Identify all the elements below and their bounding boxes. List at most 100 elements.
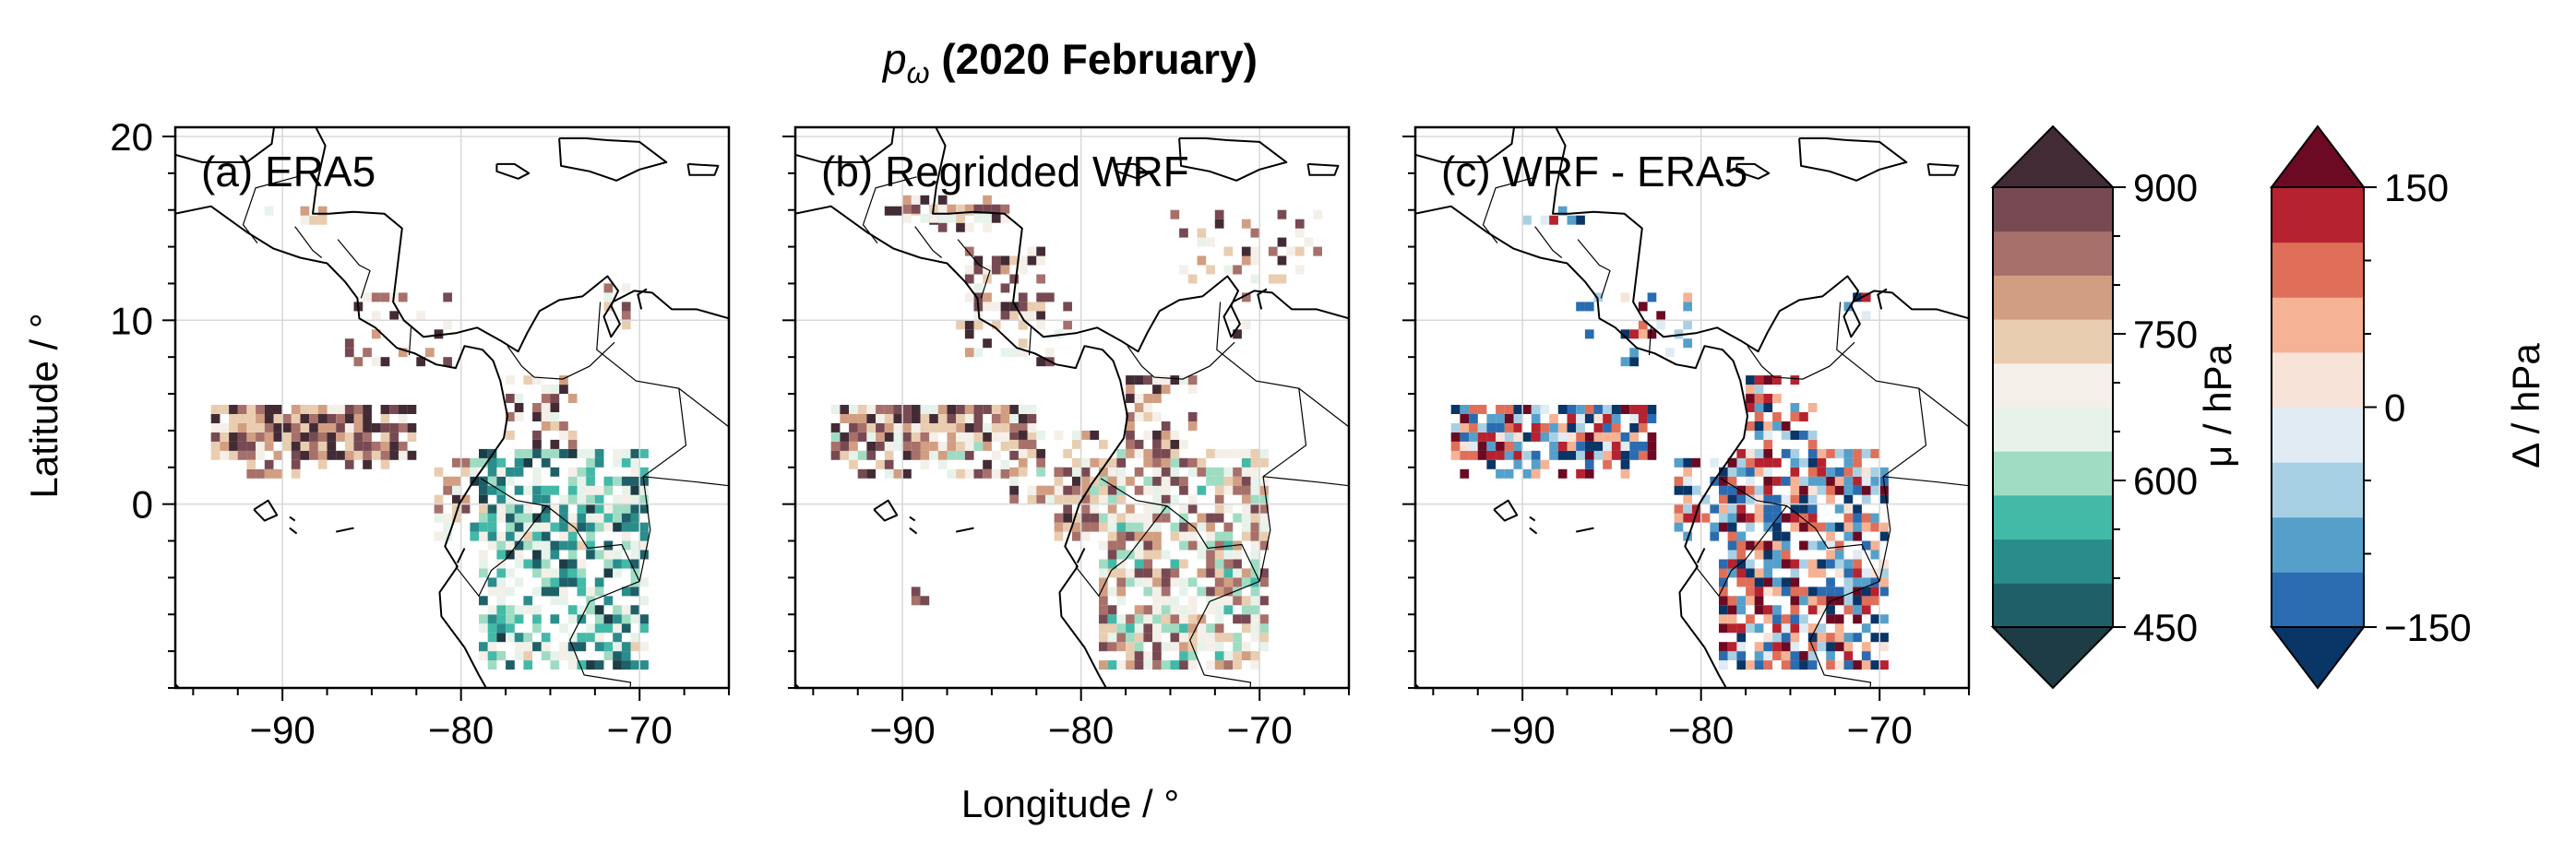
panel-a-cell bbox=[586, 623, 595, 634]
panel-c-cell bbox=[1879, 531, 1889, 541]
panel-c-cell bbox=[1620, 329, 1630, 339]
coastline bbox=[1415, 205, 1748, 688]
panel-b-cell bbox=[1206, 476, 1215, 486]
panel-c-cell bbox=[1763, 394, 1773, 403]
panel-b-cell bbox=[849, 459, 858, 469]
panel-a-cell bbox=[344, 450, 354, 460]
panel-c-cell bbox=[1692, 504, 1701, 514]
panel-a-cell bbox=[514, 651, 524, 661]
panel-c-ticks: −90 −80 −70 bbox=[1402, 135, 1970, 752]
panel-b-cell bbox=[1134, 623, 1144, 634]
panel-a-cell bbox=[532, 568, 542, 578]
panel-c-cell bbox=[1807, 485, 1818, 495]
panel-b-cell bbox=[1126, 623, 1135, 634]
panel-b-cell bbox=[947, 414, 957, 423]
coastline bbox=[1575, 527, 1594, 533]
colorbar-delta-extend-max bbox=[2269, 124, 2367, 188]
panel-b-cell bbox=[1187, 274, 1198, 284]
panel-b-cell bbox=[1223, 633, 1234, 643]
panel-b-cell bbox=[1036, 292, 1045, 302]
panel-b-cell bbox=[1134, 522, 1144, 532]
title-rest: (2020 February) bbox=[930, 35, 1258, 83]
panel-b-cell bbox=[920, 596, 930, 606]
panel-a-cell bbox=[434, 329, 444, 339]
panel-c-cell bbox=[1754, 494, 1764, 504]
panel-c-cell bbox=[1754, 568, 1764, 578]
panel-c-cell bbox=[1611, 405, 1621, 414]
panel-b-cell bbox=[1161, 513, 1171, 523]
panel-c-cell bbox=[1826, 494, 1835, 504]
panel-c-cell bbox=[1611, 414, 1621, 423]
panel-c-cell bbox=[1772, 550, 1782, 560]
panel-b-cell bbox=[929, 414, 938, 423]
panel-c-cell bbox=[1826, 651, 1835, 661]
panel-b-cell bbox=[1063, 302, 1072, 312]
panel-b-cell bbox=[1277, 209, 1287, 219]
panel-a-cell bbox=[577, 494, 587, 504]
panel-c-cell bbox=[1629, 422, 1639, 432]
panel-a-cell bbox=[541, 513, 551, 523]
panel-c-cell bbox=[1647, 329, 1657, 339]
panel-a-cell bbox=[586, 633, 595, 643]
panel-a-cell bbox=[434, 513, 444, 523]
panel-b-cell bbox=[1107, 614, 1117, 624]
panel-c-cell bbox=[1584, 414, 1594, 423]
panel-b-cell bbox=[1027, 422, 1037, 432]
panel-c-cell bbox=[1853, 614, 1862, 624]
panel-c-cell bbox=[1746, 660, 1755, 670]
panel-a-cell bbox=[246, 450, 256, 460]
panel-a-cell bbox=[380, 422, 390, 432]
panel-b-cell bbox=[1018, 311, 1028, 321]
country-border bbox=[862, 176, 917, 243]
panel-b-cell bbox=[857, 468, 867, 479]
panel-b-cell bbox=[1018, 450, 1028, 460]
panel-c-cell bbox=[1790, 485, 1800, 495]
panel-c-cell bbox=[1853, 660, 1862, 670]
panel-a-cell bbox=[344, 348, 354, 358]
panel-c-cell bbox=[1496, 468, 1505, 479]
panel-c-cell bbox=[1611, 432, 1621, 442]
panel-b-cell bbox=[830, 441, 841, 451]
panel-a-cell bbox=[506, 394, 515, 403]
country-border bbox=[957, 239, 991, 299]
panel-a-cell bbox=[452, 485, 461, 495]
panel-b-cell bbox=[947, 468, 957, 479]
panel-a-cell bbox=[603, 485, 614, 495]
panel-b-cell bbox=[973, 441, 984, 451]
panel-b-cell bbox=[1187, 375, 1198, 385]
panel-b-cell bbox=[1054, 531, 1064, 541]
panel-c-cell bbox=[1853, 467, 1862, 477]
panel-a-grid bbox=[175, 127, 729, 688]
panel-c-cell bbox=[1763, 476, 1773, 486]
panel-a-cell bbox=[487, 476, 497, 486]
panel-a-cell bbox=[229, 450, 238, 460]
panel-c-cell bbox=[1504, 441, 1514, 451]
panel-a-cell bbox=[586, 467, 595, 477]
panel-b-cell bbox=[1143, 614, 1153, 624]
panel-a-cell bbox=[327, 405, 337, 414]
panel-c-cell bbox=[1861, 494, 1871, 504]
panel-a-cell bbox=[532, 522, 542, 532]
panel-a-cell bbox=[559, 513, 568, 523]
panel-c-cell bbox=[1843, 596, 1854, 606]
panel-a-cell bbox=[567, 476, 578, 486]
panel-c-cell bbox=[1763, 485, 1773, 495]
panel-a-cell bbox=[363, 432, 372, 442]
panel-a-cell bbox=[559, 540, 568, 551]
panel-b-cell bbox=[920, 414, 930, 423]
panel-b-cell bbox=[849, 432, 858, 442]
panel-c-cell bbox=[1799, 430, 1808, 440]
panel-a-cell bbox=[594, 485, 604, 495]
panel-a-cell bbox=[532, 559, 542, 569]
panel-b-cell bbox=[884, 459, 894, 469]
panel-a-cell bbox=[479, 623, 488, 634]
panel-c-cell bbox=[1584, 441, 1594, 451]
panel-c-cell bbox=[1772, 633, 1782, 643]
panel-c-cell bbox=[1504, 422, 1514, 432]
coastline bbox=[1178, 137, 1288, 182]
panel-a-cell bbox=[621, 660, 631, 670]
panel-b-cell bbox=[1250, 467, 1260, 477]
panel-a-cell bbox=[550, 540, 560, 551]
panel-b-cell bbox=[1161, 504, 1171, 514]
panel-c-cell bbox=[1522, 432, 1532, 442]
